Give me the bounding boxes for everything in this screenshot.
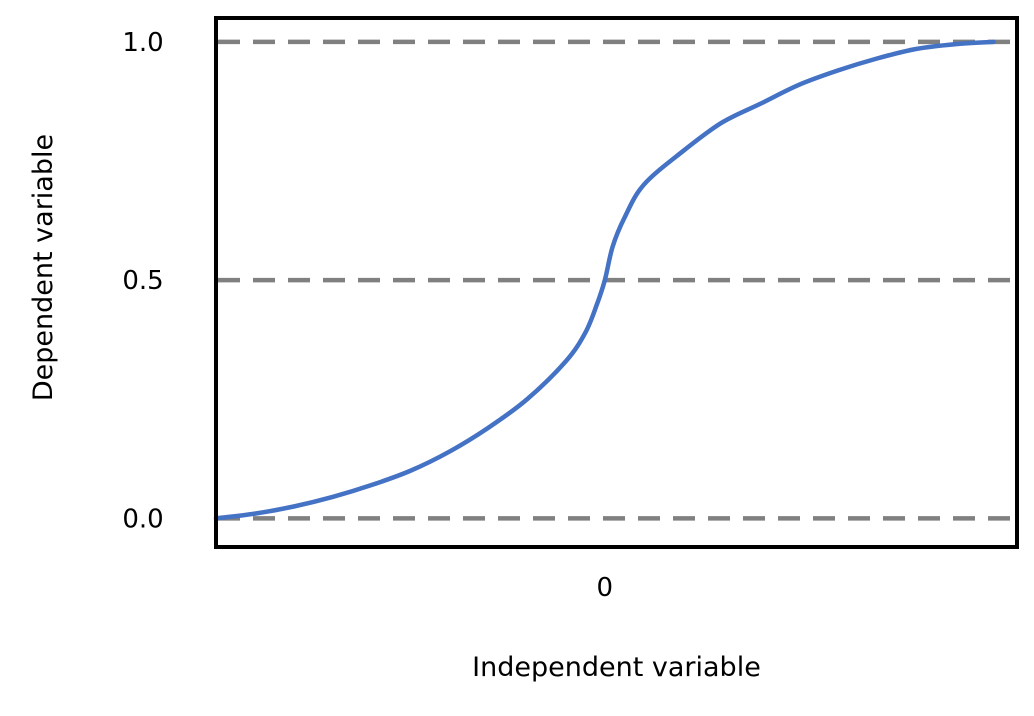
- series-line-0: [213, 39, 996, 521]
- x-axis-title: Independent variable: [472, 652, 761, 683]
- y-tick-label: 0.0: [122, 504, 163, 534]
- x-tick-labels: 0: [597, 573, 614, 603]
- reference-lines: [218, 39, 1015, 521]
- series-layer: [213, 39, 996, 521]
- y-tick-label: 0.5: [122, 266, 163, 296]
- y-axis-title: Dependent variable: [28, 134, 59, 401]
- y-tick-label: 1.0: [122, 28, 163, 58]
- y-tick-labels: 0.0 0.5 1.0: [122, 28, 163, 535]
- plot-frame: [214, 16, 1019, 549]
- x-tick-label: 0: [597, 573, 614, 603]
